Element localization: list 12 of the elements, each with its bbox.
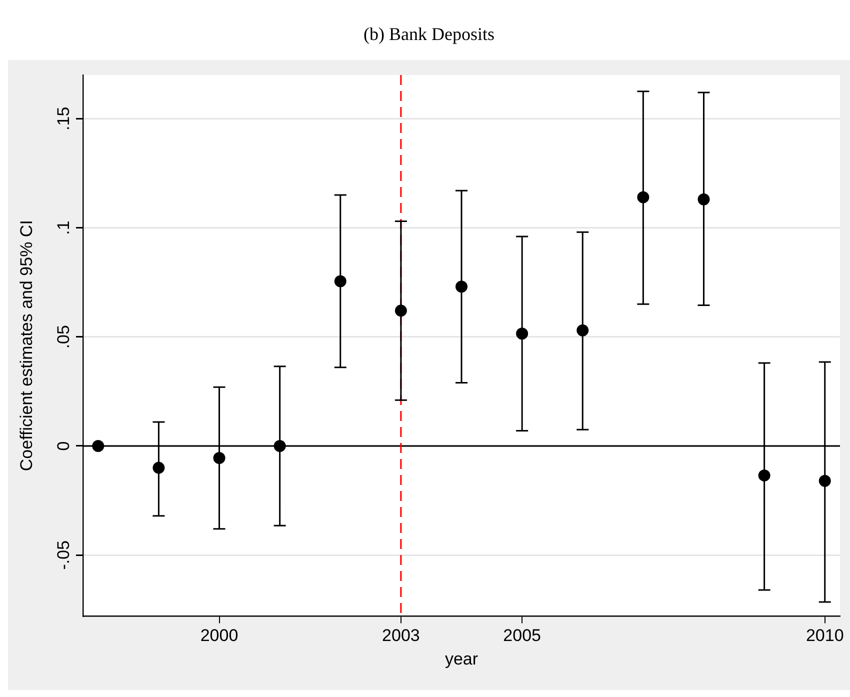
y-tick-label: .15 [54, 106, 74, 130]
x-tick-label: 2010 [806, 626, 844, 646]
chart-title: (b) Bank Deposits [362, 22, 496, 46]
x-axis-title: year [444, 649, 478, 668]
x-tick-label: 2005 [503, 626, 541, 646]
x-tick-label: 2003 [382, 626, 420, 646]
x-tick-label: 2000 [200, 626, 238, 646]
y-tick-label: -.05 [54, 540, 74, 570]
y-tick-label: .1 [54, 220, 74, 235]
y-axis-title: Coefficient estimates and 95% CI [16, 220, 36, 472]
y-tick-label: 0 [54, 441, 74, 451]
y-tick-label: .05 [54, 325, 74, 349]
